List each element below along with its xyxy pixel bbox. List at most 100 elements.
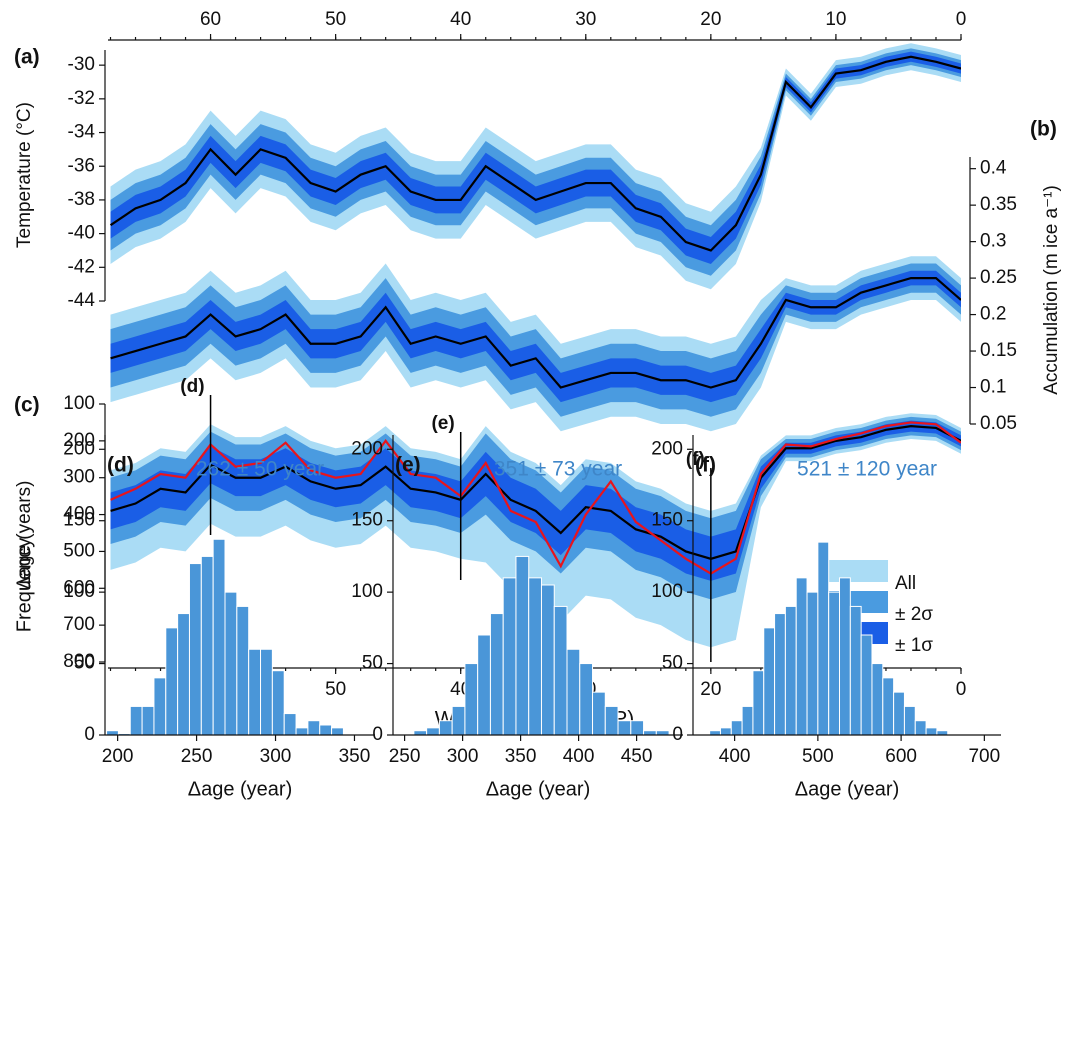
x-tick-label: 200 <box>102 746 134 767</box>
x-tick-label: 400 <box>719 746 751 767</box>
histogram-bar <box>566 648 581 736</box>
uncertainty-band <box>110 43 961 290</box>
y-tick-label: 0.15 <box>980 340 1017 361</box>
y-tick-label: 700 <box>63 614 95 635</box>
series-line <box>110 276 961 389</box>
uncertainty-band <box>110 420 961 581</box>
histogram-bar <box>839 577 851 736</box>
foreground: 60605050404030302020101000WD2014 Age (ka… <box>13 9 1062 800</box>
x-tick-label: 400 <box>563 746 595 767</box>
series-line <box>110 421 961 575</box>
y-tick-label: -38 <box>68 189 95 210</box>
y-tick-label: 0.3 <box>980 231 1006 252</box>
y-tick-label: -34 <box>68 122 96 143</box>
x-tick-label-top: 40 <box>450 9 471 30</box>
histogram-bar <box>271 670 285 736</box>
y-axis-title: Δage (years) <box>14 481 35 590</box>
uncertainty-band <box>110 51 961 264</box>
y-axis-title: Temperature (°C) <box>14 102 35 248</box>
histogram-bar <box>319 724 333 736</box>
x-tick-label-top: 10 <box>825 9 846 30</box>
panel-label: (f) <box>695 454 716 477</box>
histogram-bar <box>730 720 743 736</box>
x-axis-title: Δage (year) <box>486 778 591 800</box>
histogram-bar <box>860 634 873 736</box>
histogram-bar <box>106 730 119 736</box>
y-tick-label: 150 <box>351 510 383 531</box>
y-tick-label: 50 <box>74 653 95 674</box>
annotation: 262 ± 50 year <box>196 458 324 481</box>
histogram-bar <box>795 577 808 736</box>
histogram-bar <box>515 555 530 736</box>
histogram-bar <box>502 577 517 736</box>
uncertainty-band <box>110 270 961 403</box>
histogram-bar <box>741 705 754 736</box>
histogram-bar <box>295 727 309 736</box>
histogram-bar <box>617 720 632 736</box>
x-tick-label-top: 30 <box>575 9 596 30</box>
y-tick-label: -40 <box>68 223 95 244</box>
histogram-bar <box>849 605 862 736</box>
y-tick-label: 0.2 <box>980 304 1006 325</box>
marker-label: (e) <box>431 413 454 434</box>
histogram-bar <box>236 605 250 736</box>
panel-label: (b) <box>1030 118 1057 141</box>
histogram-bar <box>579 663 594 736</box>
histogram-bar <box>331 727 344 736</box>
y-tick-label: 600 <box>63 577 95 598</box>
histogram-bar <box>200 555 214 736</box>
histogram-bar <box>224 591 238 736</box>
histogram-bar <box>141 705 155 736</box>
y-tick-label: 0.1 <box>980 377 1006 398</box>
x-tick-label: 350 <box>339 746 371 767</box>
y-tick-label: 100 <box>351 581 383 602</box>
uncertainty-band <box>110 48 961 276</box>
x-tick-label: 250 <box>389 746 421 767</box>
histogram-bar <box>129 705 143 736</box>
y-tick-label: 200 <box>651 438 683 459</box>
y-tick-label: 0 <box>672 724 683 745</box>
histogram-bar <box>828 591 841 736</box>
histogram-bar <box>936 730 949 736</box>
histogram-bar <box>903 705 916 736</box>
y-tick-label: 300 <box>63 467 95 488</box>
histogram-bar <box>925 727 938 736</box>
histogram-bar <box>806 591 819 736</box>
histogram-bar <box>248 648 262 736</box>
y-tick-label: 200 <box>63 438 95 459</box>
y-tick-label: 0.35 <box>980 194 1017 215</box>
y-tick-label: 150 <box>63 510 95 531</box>
panel-label: (a) <box>14 46 40 69</box>
x-axis-title: Δage (year) <box>795 778 900 800</box>
histogram-bar <box>260 648 273 736</box>
histogram-bar <box>177 613 190 736</box>
histogram-bar <box>784 605 797 736</box>
histogram-bar <box>528 577 542 736</box>
histogram-bar <box>774 613 786 736</box>
x-tick-label: 350 <box>505 746 537 767</box>
x-tick-label-top: 0 <box>956 9 967 30</box>
histogram-bar <box>914 720 927 736</box>
panel-label: (c) <box>14 394 40 417</box>
series-line <box>109 55 961 252</box>
histogram-bar <box>893 691 905 736</box>
histogram-bar <box>655 730 670 736</box>
histogram-bar <box>719 727 732 736</box>
y-tick-label: -44 <box>68 290 96 311</box>
y-tick-label: 800 <box>63 651 95 672</box>
histogram-bar <box>307 720 321 736</box>
marker-label: (d) <box>180 376 204 397</box>
x-tick-label: 0 <box>956 679 967 700</box>
y-tick-label: 200 <box>63 430 95 451</box>
panel-label: (e) <box>395 454 421 477</box>
marker-label: (f) <box>686 449 705 470</box>
y-tick-label: 0.05 <box>980 413 1017 434</box>
y-axis-title: Accumulation (m ice a⁻¹) <box>1041 185 1062 395</box>
x-tick-label-top: 60 <box>200 9 221 30</box>
y-tick-label: 0.4 <box>980 158 1007 179</box>
x-tick-label: 450 <box>621 746 653 767</box>
x-tick-label: 50 <box>325 679 346 700</box>
band-layer <box>109 43 961 648</box>
x-tick-label-top: 20 <box>700 9 721 30</box>
